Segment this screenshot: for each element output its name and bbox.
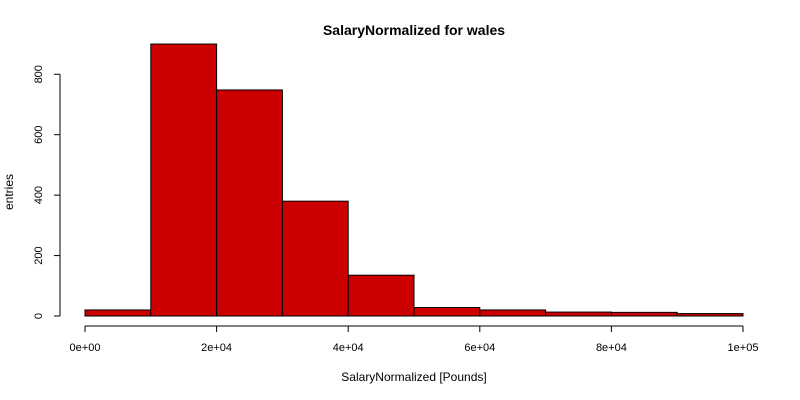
y-tick-label: 400 bbox=[33, 186, 45, 204]
histogram-bar bbox=[479, 309, 547, 317]
x-tick-label: 0e+00 bbox=[70, 342, 101, 354]
x-tick-label: 8e+04 bbox=[596, 342, 627, 354]
bars-group bbox=[84, 43, 744, 317]
y-axis-label: entries bbox=[2, 174, 16, 210]
y-tick-label: 800 bbox=[33, 65, 45, 83]
y-tick-label: 200 bbox=[33, 246, 45, 264]
x-axis-label: SalaryNormalized [Pounds] bbox=[341, 370, 486, 384]
histogram-bar bbox=[347, 274, 415, 317]
histogram-bar bbox=[84, 309, 152, 317]
x-axis: 0e+00 2e+04 4e+04 6e+04 8e+04 1e+05 bbox=[70, 325, 759, 354]
histogram-bar bbox=[676, 313, 744, 317]
x-tick-label: 2e+04 bbox=[201, 342, 232, 354]
chart-title: SalaryNormalized for wales bbox=[323, 22, 505, 38]
y-tick-label: 0 bbox=[33, 313, 45, 319]
x-tick-label: 6e+04 bbox=[464, 342, 495, 354]
histogram-bar bbox=[216, 89, 283, 317]
x-tick-label: 4e+04 bbox=[333, 342, 364, 354]
y-axis: 0 200 400 600 800 bbox=[33, 65, 61, 319]
histogram-bar bbox=[150, 43, 218, 317]
histogram-bar bbox=[413, 307, 481, 317]
histogram-bar bbox=[545, 311, 612, 317]
x-tick-label: 1e+05 bbox=[728, 342, 759, 354]
histogram-bar bbox=[281, 200, 349, 317]
histogram-bar bbox=[610, 311, 678, 317]
y-tick-label: 600 bbox=[33, 126, 45, 144]
